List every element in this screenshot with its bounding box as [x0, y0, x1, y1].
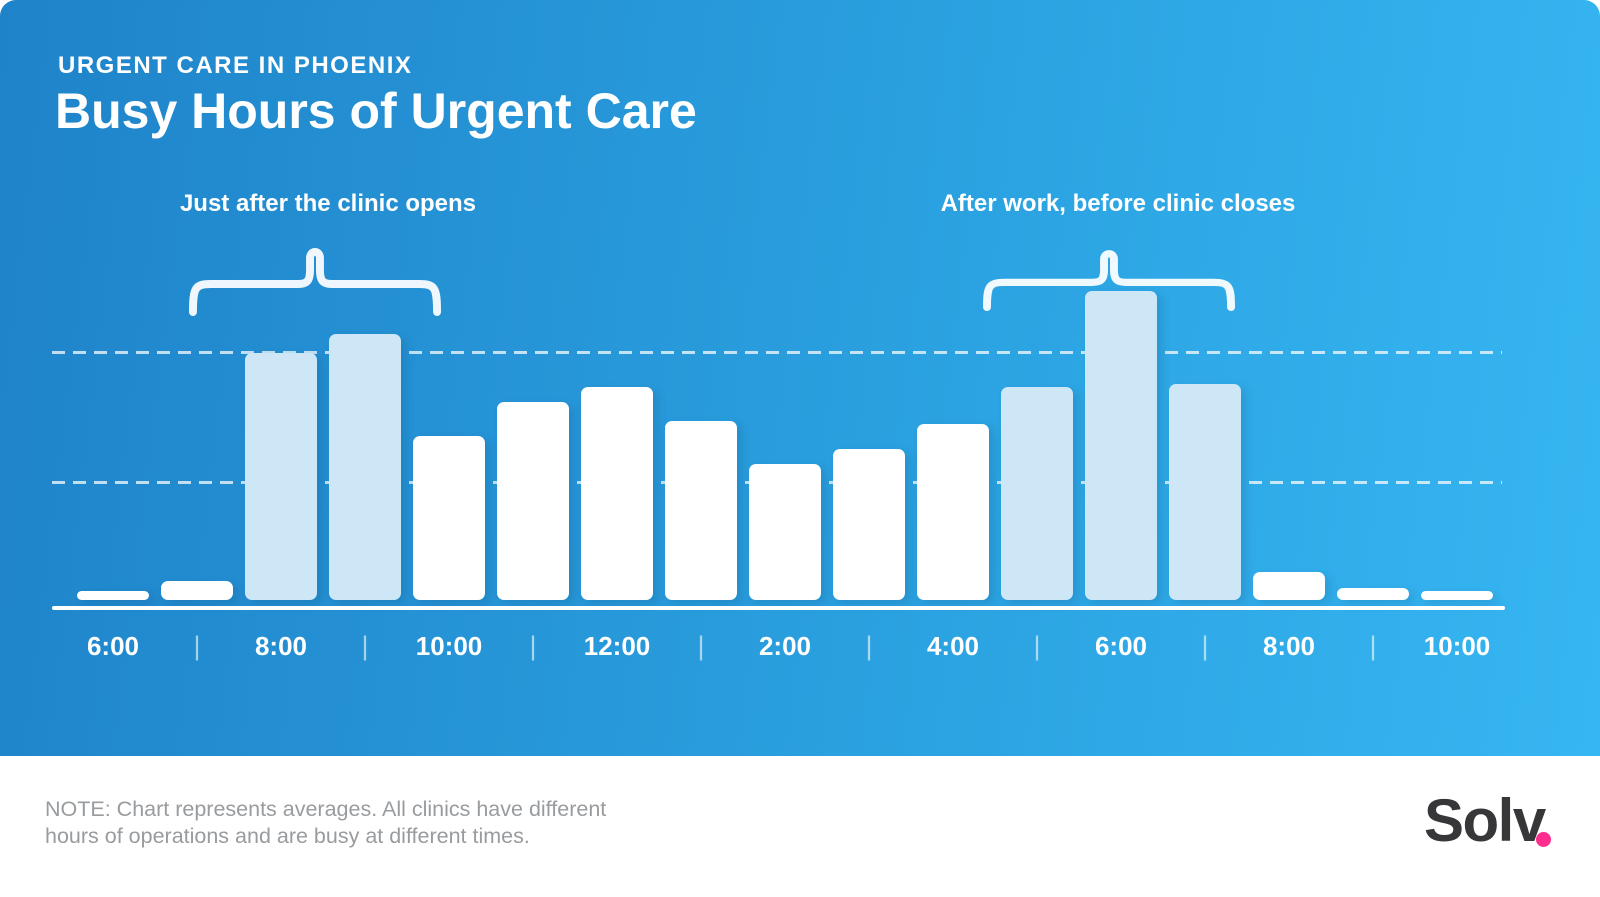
- x-tick-separator: |: [1201, 630, 1209, 661]
- bar: [581, 387, 653, 600]
- x-tick-label: 6:00: [1094, 630, 1148, 661]
- x-tick-separator: |: [193, 630, 201, 661]
- solv-logo: Solv: [1424, 787, 1546, 854]
- solv-logo-dot-icon: [1536, 832, 1551, 847]
- x-tick-label: 8:00: [1262, 630, 1316, 661]
- x-tick-separator: |: [1033, 630, 1041, 661]
- x-tick-label: 10:00: [1423, 630, 1491, 661]
- annotation-morning: Just after the clinic opens: [179, 190, 477, 217]
- page-title: Busy Hours of Urgent Care: [55, 83, 697, 139]
- bar: [413, 436, 485, 600]
- bar-highlighted: [245, 353, 317, 600]
- bar: [1337, 588, 1409, 600]
- bar: [77, 591, 149, 600]
- bars: [77, 290, 1493, 600]
- x-tick-label: 10:00: [415, 630, 483, 661]
- bar: [665, 421, 737, 600]
- x-tick-label: 4:00: [926, 630, 980, 661]
- bar: [161, 581, 233, 600]
- bar-highlighted: [1001, 387, 1073, 600]
- brace-icon-right: [983, 243, 1235, 311]
- x-tick-separator: |: [697, 630, 705, 661]
- dashed-gridline-upper: [52, 351, 1502, 354]
- x-tick-label: 2:00: [758, 630, 812, 661]
- bar-highlighted: [1169, 384, 1241, 600]
- bar: [833, 449, 905, 600]
- x-tick-separator: |: [529, 630, 537, 661]
- bar: [1253, 572, 1325, 600]
- annotation-evening: After work, before clinic closes: [940, 190, 1296, 217]
- x-axis-line: [52, 606, 1505, 610]
- x-tick-label: 8:00: [254, 630, 308, 661]
- eyebrow-label: URGENT CARE IN PHOENIX: [58, 52, 413, 79]
- footnote: NOTE: Chart represents averages. All cli…: [45, 796, 606, 850]
- footnote-line-1: NOTE: Chart represents averages. All cli…: [45, 797, 607, 821]
- x-tick-label: 6:00: [86, 630, 140, 661]
- brace-icon-left: [189, 240, 441, 316]
- bar: [749, 464, 821, 600]
- x-tick-separator: |: [1369, 630, 1377, 661]
- x-axis-labels: 6:00 | 8:00 | 10:00 | 12:00 | 2:00 | 4:00 | 6:00 | 8:0…: [77, 628, 1493, 664]
- x-tick-separator: |: [361, 630, 369, 661]
- bar: [917, 424, 989, 600]
- footnote-line-2: hours of operations and are busy at diff…: [45, 824, 530, 848]
- x-tick-separator: |: [865, 630, 873, 661]
- bar-highlighted: [329, 334, 401, 600]
- bar-highlighted: [1085, 291, 1157, 600]
- footer: NOTE: Chart represents averages. All cli…: [0, 756, 1600, 897]
- bar: [1421, 591, 1493, 600]
- x-tick-label: 12:00: [583, 630, 651, 661]
- bar: [497, 402, 569, 600]
